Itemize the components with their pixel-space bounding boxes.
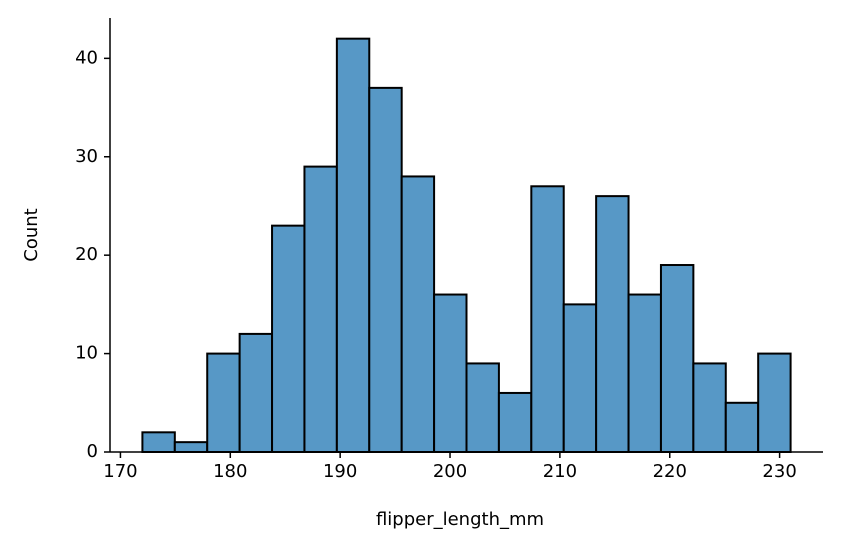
bar — [433, 293, 468, 453]
y-tick-label: 0 — [87, 441, 98, 462]
x-tick-label: 190 — [323, 461, 357, 482]
y-tick-label: 10 — [75, 343, 98, 364]
bar — [400, 175, 436, 453]
bar — [206, 352, 241, 454]
bar — [271, 224, 306, 453]
bar — [141, 431, 176, 454]
bar — [303, 165, 338, 453]
x-tick-label: 170 — [103, 461, 137, 482]
bar — [757, 352, 792, 454]
bar — [368, 86, 403, 453]
bar — [238, 332, 274, 453]
y-tick-label: 30 — [75, 146, 98, 167]
bar — [595, 195, 630, 453]
bar — [465, 362, 500, 453]
bar — [562, 303, 598, 453]
x-tick-label: 230 — [762, 461, 796, 482]
y-axis-label: Count — [21, 208, 42, 261]
bar — [627, 293, 662, 453]
x-tick-label: 200 — [433, 461, 467, 482]
x-axis-label: flipper_length_mm — [376, 509, 544, 530]
y-tick-label: 20 — [75, 244, 98, 265]
x-tick-label: 220 — [653, 461, 687, 482]
bar — [659, 264, 695, 453]
bar — [335, 37, 371, 454]
bar — [724, 401, 760, 453]
x-tick-label: 210 — [543, 461, 577, 482]
bar — [530, 185, 565, 454]
y-tick-label: 40 — [75, 47, 98, 68]
x-tick-label: 180 — [213, 461, 247, 482]
bar — [497, 391, 533, 454]
bar — [692, 362, 727, 453]
bar — [173, 441, 209, 453]
